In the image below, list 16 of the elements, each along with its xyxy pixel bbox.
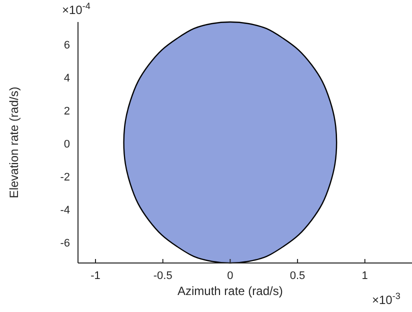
- y-axis-title: Elevation rate (rad/s): [7, 86, 21, 198]
- x-tick-label: -0.5: [153, 270, 172, 282]
- y-tick-label: 2: [64, 106, 70, 118]
- text: ×10$^{-4}$: [62, 1, 90, 17]
- y-tick-label: 0: [64, 138, 70, 151]
- text: ×10$^{-3}$: [372, 291, 400, 307]
- x-tick-label: -1: [90, 270, 100, 282]
- y-tick-label: -4: [60, 204, 70, 217]
- y-tick-label: -2: [60, 172, 70, 184]
- y-tick-label: 6: [64, 40, 70, 52]
- x-tick-label: 0: [227, 270, 234, 282]
- y-tick-label: -6: [60, 238, 70, 250]
- x-tick-label: 1: [362, 270, 368, 282]
- x-axis-title: Azimuth rate (rad/s): [178, 284, 283, 298]
- y-tick-label: 4: [64, 72, 70, 85]
- x-tick-label: 0.5: [290, 270, 306, 282]
